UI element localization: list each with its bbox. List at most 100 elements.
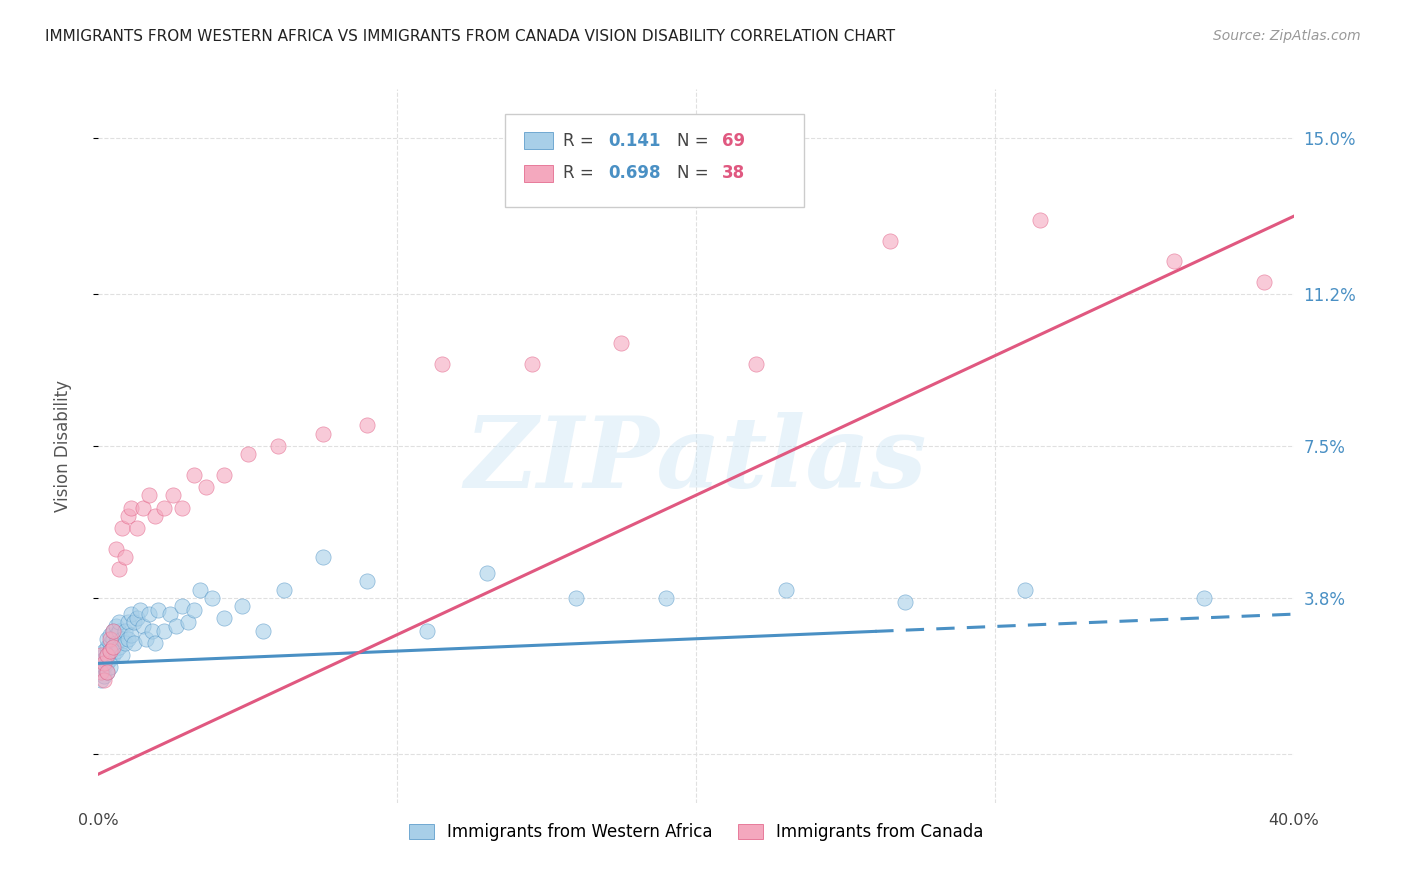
Point: [183, 603, 205, 617]
Point: [894, 595, 917, 609]
Point: [201, 591, 224, 605]
Point: [93, 660, 115, 674]
Point: [132, 619, 155, 633]
Point: [114, 549, 136, 564]
Point: [105, 636, 128, 650]
Point: [111, 521, 134, 535]
Point: [212, 467, 235, 482]
Point: [565, 591, 588, 605]
Point: [117, 632, 139, 646]
Point: [93, 657, 115, 671]
Text: ZIPatlas: ZIPatlas: [465, 412, 927, 508]
Point: [311, 549, 333, 564]
Point: [165, 619, 187, 633]
Point: [153, 500, 176, 515]
Point: [98, 636, 122, 650]
Point: [108, 640, 131, 654]
FancyBboxPatch shape: [524, 165, 553, 182]
Point: [93, 673, 115, 687]
Point: [93, 668, 115, 682]
Point: [90, 648, 112, 662]
Point: [183, 467, 205, 482]
Point: [610, 336, 633, 351]
Point: [111, 632, 134, 646]
Point: [105, 644, 128, 658]
Point: [311, 426, 333, 441]
Text: R =: R =: [564, 132, 599, 150]
Text: 0.141: 0.141: [609, 132, 661, 150]
Point: [172, 500, 194, 515]
Point: [1192, 591, 1215, 605]
Point: [93, 652, 115, 666]
Point: [108, 562, 131, 576]
Point: [103, 632, 125, 646]
Point: [520, 357, 543, 371]
Point: [98, 652, 122, 666]
Point: [120, 607, 142, 622]
Point: [231, 599, 253, 613]
Point: [90, 665, 112, 679]
Point: [416, 624, 439, 638]
Text: IMMIGRANTS FROM WESTERN AFRICA VS IMMIGRANTS FROM CANADA VISION DISABILITY CORRE: IMMIGRANTS FROM WESTERN AFRICA VS IMMIGR…: [45, 29, 896, 44]
Point: [273, 582, 295, 597]
Point: [96, 665, 118, 679]
Point: [356, 574, 378, 589]
Text: Source: ZipAtlas.com: Source: ZipAtlas.com: [1213, 29, 1361, 43]
Point: [90, 657, 112, 671]
Point: [236, 447, 259, 461]
Point: [103, 640, 125, 654]
Text: N =: N =: [676, 132, 714, 150]
Point: [1163, 254, 1185, 268]
Point: [98, 644, 122, 658]
Point: [252, 624, 274, 638]
Point: [105, 619, 128, 633]
Point: [195, 480, 218, 494]
Point: [96, 657, 118, 671]
Point: [655, 591, 678, 605]
Point: [212, 611, 235, 625]
Point: [103, 648, 125, 662]
Point: [96, 648, 118, 662]
Point: [143, 508, 166, 523]
Point: [135, 632, 157, 646]
FancyBboxPatch shape: [524, 132, 553, 149]
Point: [129, 603, 152, 617]
Text: N =: N =: [676, 164, 714, 182]
Point: [108, 624, 131, 638]
Point: [138, 488, 160, 502]
Point: [267, 439, 290, 453]
Text: 38: 38: [723, 164, 745, 182]
Point: [114, 624, 136, 638]
Point: [120, 500, 142, 515]
Point: [105, 541, 128, 556]
Point: [127, 521, 149, 535]
Point: [90, 673, 112, 687]
Point: [127, 611, 149, 625]
Point: [475, 566, 498, 581]
Y-axis label: Vision Disability: Vision Disability: [53, 380, 72, 512]
Point: [105, 627, 128, 641]
Point: [141, 624, 163, 638]
Point: [103, 624, 125, 638]
Point: [103, 624, 125, 638]
Point: [1253, 275, 1275, 289]
Point: [1028, 213, 1050, 227]
Point: [120, 627, 142, 641]
Legend: Immigrants from Western Africa, Immigrants from Canada: Immigrants from Western Africa, Immigran…: [402, 817, 990, 848]
Point: [153, 624, 176, 638]
Point: [148, 603, 170, 617]
Point: [96, 632, 118, 646]
Point: [143, 636, 166, 650]
FancyBboxPatch shape: [505, 114, 804, 207]
Point: [138, 607, 160, 622]
Point: [93, 644, 115, 658]
Text: 0.698: 0.698: [609, 164, 661, 182]
Point: [124, 636, 146, 650]
Point: [108, 615, 131, 630]
Point: [430, 357, 453, 371]
Point: [879, 234, 901, 248]
Point: [98, 627, 122, 641]
Point: [98, 644, 122, 658]
Point: [1014, 582, 1036, 597]
Text: 69: 69: [723, 132, 745, 150]
